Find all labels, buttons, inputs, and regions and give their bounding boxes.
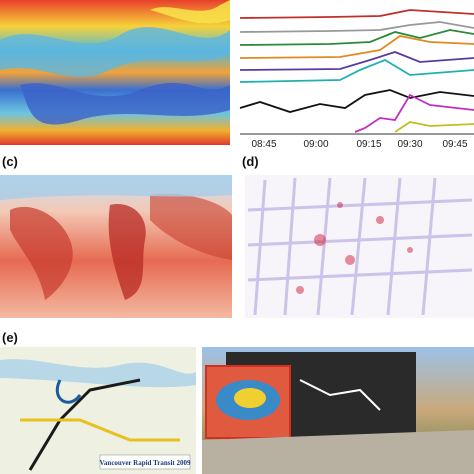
panel-label: (d) <box>242 154 259 169</box>
heatmap-image <box>0 0 230 145</box>
time-tick-label: 09:00 <box>303 139 328 150</box>
time-tick-label: 09:15 <box>356 139 381 150</box>
time-tick-label: 08:45 <box>251 139 276 150</box>
transit-map-title: Vancouver Rapid Transit 2009 <box>100 459 191 467</box>
temperature-map-image <box>0 175 232 318</box>
dam-photo-image <box>202 347 474 474</box>
line-chart <box>239 9 474 135</box>
time-tick-label: 09:45 <box>442 139 467 150</box>
point-density-image <box>245 175 474 318</box>
time-tick-label: 09:30 <box>397 139 422 150</box>
panel-label: (e) <box>2 330 18 345</box>
transit-map-image <box>0 347 196 474</box>
panel-label: (c) <box>2 154 18 169</box>
